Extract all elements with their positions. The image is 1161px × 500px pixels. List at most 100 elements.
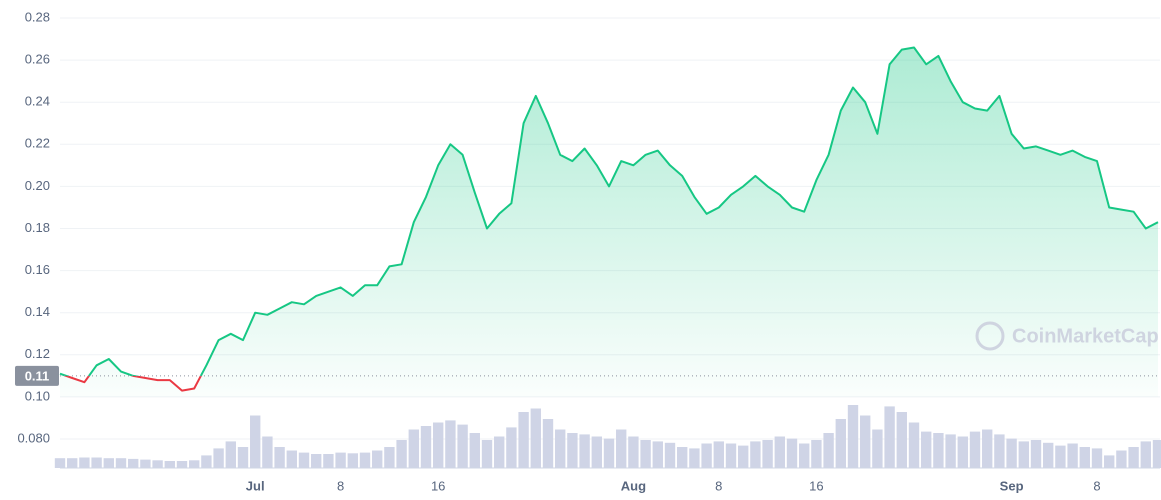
volume-bar — [176, 461, 188, 468]
x-tick-label: 16 — [809, 478, 823, 493]
volume-bar — [433, 422, 444, 468]
volume-bar — [140, 459, 151, 468]
volume-bar — [396, 440, 407, 468]
volume-bar — [518, 412, 529, 468]
volume-bar — [530, 408, 541, 468]
volume-bar — [933, 433, 944, 468]
y-tick-label: 0.24 — [25, 94, 50, 109]
y-tick-label: 0.28 — [25, 9, 50, 24]
volume-bar — [957, 436, 968, 468]
x-tick-label: 8 — [1093, 478, 1100, 493]
y-tick-label: 0.10 — [25, 388, 50, 403]
volume-bar — [250, 415, 261, 468]
volume-bar — [372, 450, 383, 468]
volume-bar — [54, 458, 66, 468]
volume-bar — [335, 452, 346, 468]
volume-bar — [786, 438, 798, 468]
volume-bar — [628, 436, 639, 468]
volume-bar — [823, 433, 834, 468]
y-tick-label: 0.14 — [25, 304, 50, 319]
volume-bar — [506, 427, 517, 468]
volume-bar — [189, 460, 200, 468]
volume-bar — [713, 441, 724, 468]
volume-bar — [274, 447, 285, 468]
volume-bar — [994, 434, 1005, 468]
volume-bar — [750, 441, 761, 468]
volume-bar — [847, 405, 859, 468]
volume-bar — [689, 448, 700, 468]
volume-bar — [384, 447, 395, 468]
volume-bar — [835, 419, 846, 468]
y-tick-label: 0.16 — [25, 262, 50, 277]
watermark-text: CoinMarketCap — [1012, 325, 1159, 347]
volume-bar — [469, 433, 480, 468]
volume-bar — [616, 429, 627, 468]
volume-bar — [286, 450, 297, 468]
y-tick-label: 0.20 — [25, 178, 50, 193]
volume-bar — [872, 429, 883, 468]
volume-bar — [640, 440, 651, 468]
y-tick-label: 0.080 — [17, 430, 50, 445]
volume-bar — [213, 448, 224, 468]
volume-bar — [579, 434, 590, 468]
volume-bar — [1006, 438, 1017, 468]
x-tick-label: 8 — [715, 478, 722, 493]
volume-bar — [408, 429, 419, 468]
volume-bar — [115, 458, 127, 468]
volume-bar — [152, 460, 163, 468]
volume-bar — [1067, 443, 1078, 468]
volume-bar — [701, 443, 712, 468]
volume-bar — [164, 461, 175, 468]
volume-bar — [128, 458, 139, 468]
volume-bar — [762, 440, 773, 468]
volume-bar — [1018, 441, 1029, 468]
x-tick-label: 16 — [431, 478, 445, 493]
volume-bar — [921, 431, 932, 468]
y-tick-label: 0.18 — [25, 220, 50, 235]
y-tick-label: 0.22 — [25, 136, 50, 151]
volume-bar — [323, 454, 334, 468]
volume-bar — [664, 442, 676, 468]
volume-bar — [945, 434, 956, 468]
volume-bar — [1091, 448, 1103, 468]
volume-bar — [262, 436, 273, 468]
volume-bar — [359, 452, 371, 468]
volume-bar — [860, 415, 871, 468]
volume-bar — [969, 431, 981, 468]
volume-bar — [1043, 442, 1054, 468]
volume-bar — [347, 453, 358, 468]
volume-bar — [896, 412, 907, 468]
y-tick-label: 0.26 — [25, 52, 50, 67]
volume-bar — [457, 424, 468, 468]
x-tick-label: Sep — [1000, 478, 1024, 493]
volume-bar — [555, 429, 566, 468]
x-tick-label: 8 — [337, 478, 344, 493]
volume-bar — [225, 441, 236, 468]
baseline-label: 0.11 — [25, 368, 50, 383]
volume-bar — [677, 447, 688, 468]
volume-bar — [1116, 450, 1127, 468]
y-tick-label: 0.12 — [25, 346, 50, 361]
x-tick-label: Aug — [621, 478, 646, 493]
volume-bar — [1104, 455, 1115, 468]
volume-bar — [91, 457, 102, 468]
volume-bar — [237, 447, 249, 468]
volume-bar — [1030, 440, 1042, 468]
volume-bar — [1128, 447, 1139, 468]
volume-bar — [103, 458, 114, 468]
volume-bar — [420, 426, 432, 468]
volume-bar — [298, 452, 310, 468]
volume-bar — [311, 454, 322, 468]
volume-bar — [494, 436, 505, 468]
volume-bar — [799, 443, 810, 468]
volume-bar — [542, 419, 554, 468]
price-line — [59, 46, 1159, 392]
volume-bar — [79, 457, 90, 468]
volume-bar — [1140, 441, 1151, 468]
volume-bar — [652, 441, 663, 468]
volume-bar — [603, 438, 615, 468]
volume-bar — [725, 443, 737, 468]
volume-bar — [1079, 447, 1090, 468]
volume-bar — [1152, 440, 1161, 468]
